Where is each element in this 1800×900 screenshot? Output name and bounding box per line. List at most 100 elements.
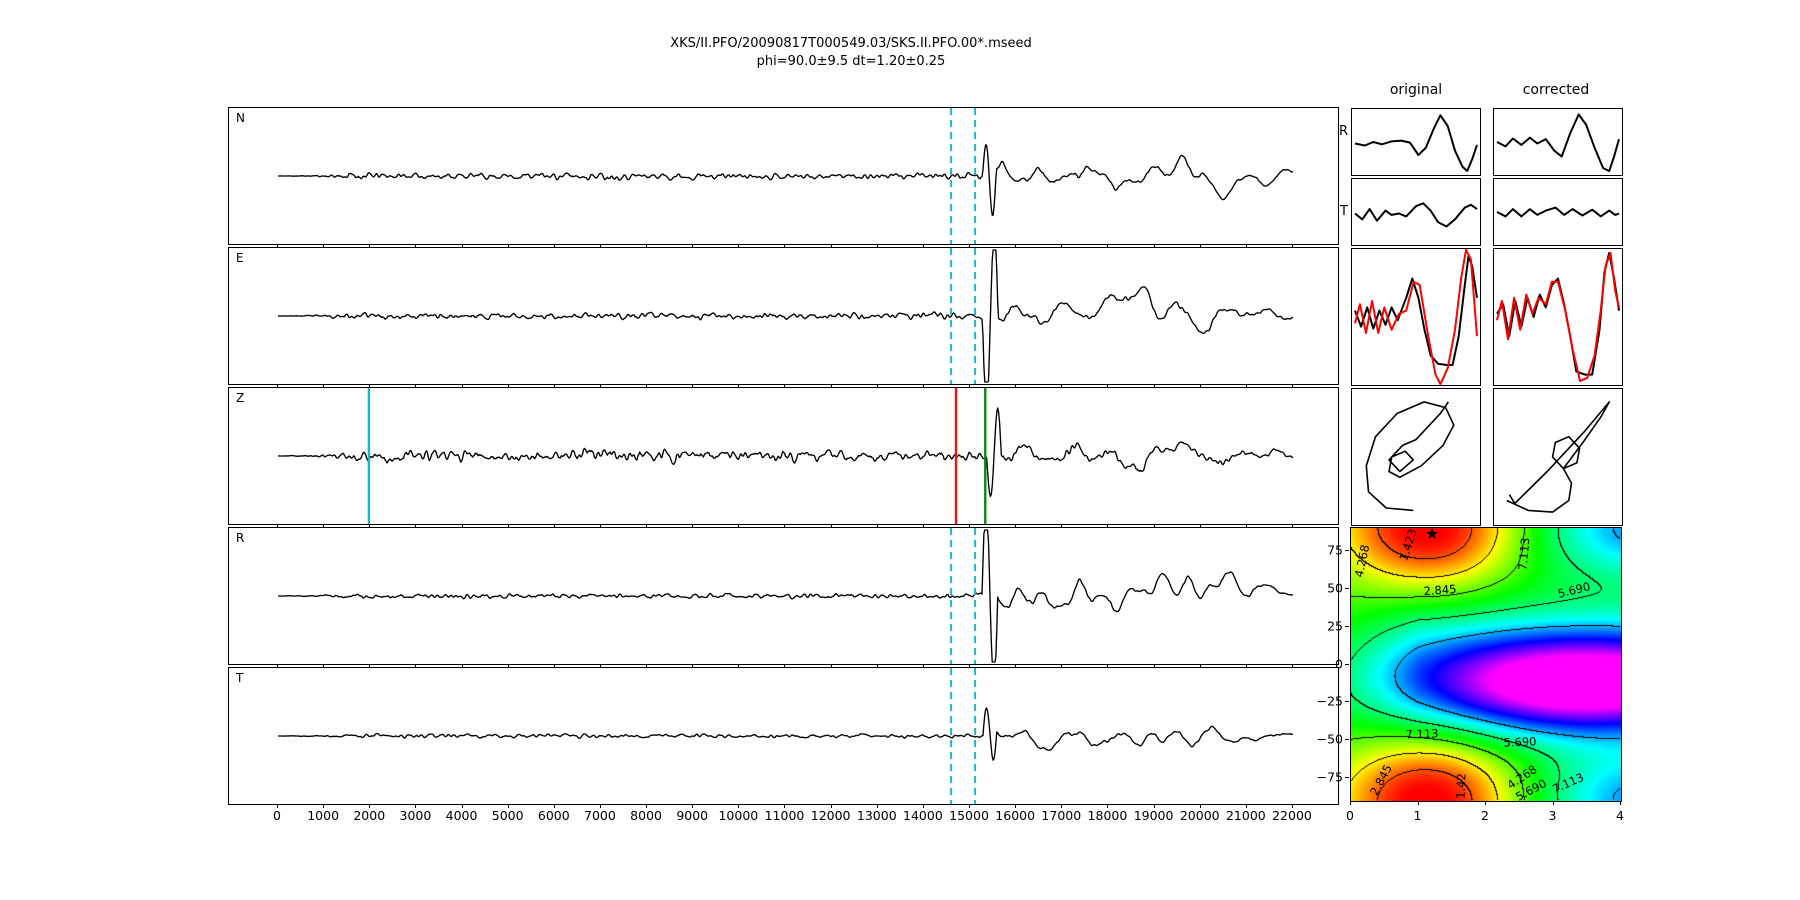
x-tick-mark — [553, 664, 555, 668]
x-tick-mark — [1153, 524, 1155, 528]
x-tick-label: 14000 — [903, 808, 943, 823]
x-tick-mark — [599, 804, 601, 808]
x-tick-mark — [738, 524, 740, 528]
x-tick-label: 3000 — [399, 808, 432, 823]
x-tick-mark — [830, 244, 832, 248]
x-tick-label: 7000 — [584, 808, 616, 823]
x-tick-mark — [1107, 664, 1109, 668]
panel-label-R: R — [236, 531, 245, 545]
x-tick-mark — [369, 244, 371, 248]
x-tick-mark — [1199, 244, 1201, 248]
x-tick-mark — [1245, 664, 1247, 668]
x-tick-label: 15000 — [949, 808, 989, 823]
x-tick-mark — [969, 384, 971, 388]
x-tick-label: 5000 — [491, 808, 524, 823]
x-tick-mark — [646, 384, 648, 388]
x-tick-mark — [415, 384, 417, 388]
mini-r-original — [1351, 108, 1481, 176]
x-tick-mark — [507, 244, 509, 248]
x-tick-mark — [784, 664, 786, 668]
x-tick-mark — [1061, 384, 1063, 388]
x-tick-mark — [692, 664, 694, 668]
x-tick-mark — [876, 524, 878, 528]
x-tick-mark — [507, 804, 509, 808]
x-tick-label: 20000 — [1179, 808, 1220, 823]
x-tick-mark — [461, 244, 463, 248]
contour-y-tick-label: −75 — [1316, 769, 1343, 785]
x-tick-mark — [876, 244, 878, 248]
x-tick-mark — [969, 804, 971, 808]
x-tick-label: 10000 — [718, 808, 759, 823]
contour-y-tick-label: −25 — [1316, 693, 1343, 709]
particle-motion-original — [1351, 388, 1481, 526]
contour-y-tick-mark — [1345, 663, 1349, 665]
x-tick-mark — [922, 804, 924, 808]
contour-label: 7.113 — [1405, 726, 1439, 742]
x-tick-mark — [1015, 244, 1017, 248]
trace-N — [278, 144, 1293, 216]
overlay-original — [1351, 248, 1481, 386]
x-tick-mark — [692, 244, 694, 248]
x-tick-mark — [415, 244, 417, 248]
x-tick-mark — [1291, 804, 1293, 808]
x-tick-mark — [277, 244, 278, 248]
energy-map-canvas — [1351, 528, 1621, 801]
seismic-panel-E: E — [228, 247, 1339, 385]
x-tick-mark — [1015, 524, 1017, 528]
x-tick-mark — [323, 804, 325, 808]
x-tick-label: 21000 — [1225, 808, 1266, 823]
x-tick-mark — [1245, 804, 1247, 808]
contour-x-tick-mark — [1417, 801, 1419, 805]
x-tick-label: 12000 — [810, 808, 851, 823]
seismic-panel-T: T — [228, 667, 1339, 805]
x-tick-mark — [461, 664, 463, 668]
contour-y-tick-mark — [1345, 625, 1349, 627]
x-tick-mark — [323, 524, 325, 528]
x-tick-mark — [646, 244, 648, 248]
x-tick-mark — [692, 524, 694, 528]
r-corrected-trace — [1496, 113, 1620, 172]
contour-y-tick-label: 75 — [1327, 542, 1343, 558]
x-tick-mark — [876, 804, 878, 808]
mini-t-original — [1351, 178, 1481, 246]
column-header-original: original — [1389, 82, 1443, 98]
panel-label-N: N — [236, 111, 245, 125]
x-tick-mark — [830, 524, 832, 528]
x-tick-mark — [692, 804, 694, 808]
x-tick-mark — [646, 524, 648, 528]
contour-label: 5.690 — [1503, 734, 1537, 750]
x-tick-mark — [1061, 664, 1063, 668]
x-tick-label: 18000 — [1087, 808, 1128, 823]
panel-label-Z: Z — [236, 391, 245, 405]
overlay-corrected-red — [1496, 252, 1620, 382]
x-tick-mark — [876, 664, 878, 668]
x-tick-label: 22000 — [1272, 808, 1312, 823]
x-tick-mark — [369, 664, 371, 668]
x-tick-mark — [369, 384, 371, 388]
x-tick-mark — [646, 664, 648, 668]
x-tick-mark — [553, 804, 555, 808]
x-tick-mark — [922, 244, 924, 248]
x-tick-label: 8000 — [630, 808, 662, 823]
x-tick-label: 13000 — [856, 808, 897, 823]
best-solution-star: ★ — [1424, 524, 1440, 544]
contour-label: 1.42 — [1453, 772, 1469, 799]
x-tick-mark — [1153, 384, 1155, 388]
mini-row-label-t: T — [1340, 204, 1348, 219]
x-tick-mark — [876, 384, 878, 388]
x-tick-mark — [969, 524, 971, 528]
x-tick-mark — [553, 384, 555, 388]
r-original-trace — [1354, 114, 1478, 172]
trace-E — [278, 249, 1294, 383]
x-tick-mark — [1061, 524, 1063, 528]
x-tick-mark — [599, 384, 601, 388]
mini-r-corrected — [1493, 108, 1623, 176]
contour-label: 7.113 — [1515, 536, 1533, 571]
x-tick-mark — [922, 384, 924, 388]
x-tick-mark — [277, 804, 278, 808]
trace-T — [278, 707, 1294, 761]
x-tick-mark — [1107, 804, 1109, 808]
x-tick-mark — [969, 664, 971, 668]
overlay-corrected — [1493, 248, 1623, 386]
x-tick-mark — [692, 384, 694, 388]
